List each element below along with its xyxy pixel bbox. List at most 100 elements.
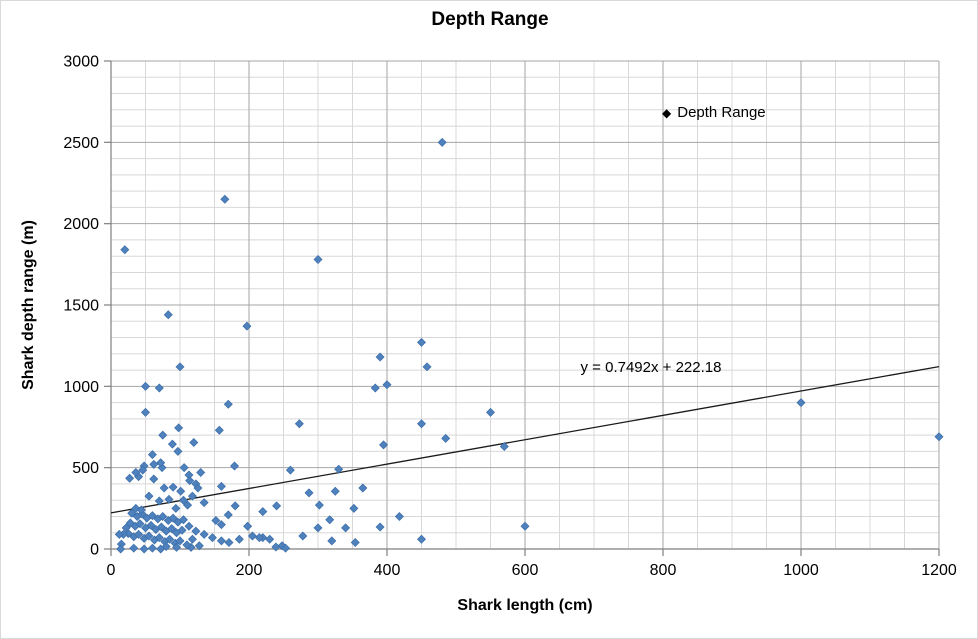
data-point bbox=[520, 521, 530, 531]
data-point bbox=[158, 430, 168, 440]
data-point bbox=[172, 542, 182, 552]
data-point bbox=[375, 352, 385, 362]
data-point bbox=[379, 440, 389, 450]
y-tick-label: 1000 bbox=[63, 379, 99, 396]
data-point bbox=[173, 446, 183, 456]
data-point bbox=[437, 137, 447, 147]
data-point bbox=[156, 522, 166, 532]
data-point bbox=[214, 425, 224, 435]
x-axis-title: Shark length (cm) bbox=[457, 597, 593, 614]
data-point bbox=[417, 419, 426, 429]
data-point bbox=[134, 529, 144, 539]
data-point bbox=[417, 337, 426, 347]
data-point bbox=[327, 536, 337, 546]
y-tick-label: 3000 bbox=[63, 54, 99, 71]
x-tick-label: 600 bbox=[512, 562, 539, 579]
data-point bbox=[294, 419, 304, 429]
trendline bbox=[110, 365, 940, 514]
data-point bbox=[304, 488, 314, 498]
data-point bbox=[114, 529, 124, 539]
data-point bbox=[139, 544, 149, 554]
data-point bbox=[135, 519, 145, 529]
data-point bbox=[265, 534, 275, 544]
data-point bbox=[934, 432, 944, 442]
data-point bbox=[223, 510, 233, 520]
data-point bbox=[285, 465, 295, 475]
data-point bbox=[141, 407, 150, 417]
data-point bbox=[358, 483, 368, 493]
legend-diamond-marker-icon: ◆ bbox=[662, 105, 672, 120]
data-point bbox=[184, 521, 194, 531]
data-point bbox=[796, 398, 806, 408]
data-point bbox=[199, 529, 209, 539]
data-point bbox=[163, 310, 173, 320]
data-point bbox=[129, 543, 139, 553]
data-point bbox=[298, 531, 308, 541]
data-point bbox=[220, 194, 230, 204]
data-point bbox=[156, 458, 166, 468]
tick-labels: 0 200 400 600 800 1000 1200 0 500 1000 1500 2000 250… bbox=[63, 54, 956, 580]
y-axis-title: Shark depth range (m) bbox=[20, 220, 37, 390]
data-point bbox=[131, 468, 141, 478]
data-point bbox=[417, 534, 426, 544]
data-point bbox=[174, 423, 184, 433]
data-point bbox=[382, 380, 392, 390]
data-point bbox=[144, 531, 154, 541]
data-point bbox=[159, 483, 169, 493]
data-point bbox=[164, 494, 174, 504]
data-point bbox=[154, 496, 164, 506]
data-point bbox=[178, 495, 188, 505]
data-point bbox=[486, 407, 495, 417]
data-point bbox=[199, 498, 209, 508]
data-point bbox=[168, 482, 178, 492]
data-point bbox=[271, 542, 281, 552]
chart-title: Depth Range bbox=[431, 9, 549, 30]
data-point bbox=[216, 520, 226, 530]
data-point bbox=[147, 543, 157, 553]
data-point bbox=[334, 464, 344, 474]
data-point bbox=[147, 511, 157, 521]
data-point bbox=[154, 383, 164, 393]
data-point bbox=[177, 525, 187, 535]
data-point bbox=[191, 526, 201, 536]
data-point bbox=[187, 491, 197, 501]
data-point bbox=[168, 513, 178, 523]
x-tick-label: 1000 bbox=[783, 562, 819, 579]
data-point bbox=[325, 515, 335, 525]
data-point bbox=[277, 541, 287, 551]
gridlines bbox=[111, 60, 940, 549]
data-point bbox=[499, 442, 509, 452]
data-point bbox=[187, 534, 197, 544]
data-point bbox=[149, 474, 159, 484]
data-point bbox=[175, 362, 185, 372]
x-tick-label: 1200 bbox=[921, 562, 957, 579]
legend-label: Depth Range bbox=[677, 104, 766, 121]
data-point bbox=[127, 508, 137, 518]
data-point bbox=[330, 486, 340, 496]
data-point bbox=[183, 500, 193, 510]
data-point bbox=[216, 536, 226, 546]
data-point bbox=[167, 524, 177, 534]
data-point bbox=[349, 503, 359, 513]
data-point bbox=[161, 542, 171, 552]
data-point bbox=[230, 501, 240, 511]
data-point bbox=[167, 439, 177, 449]
data-point bbox=[272, 501, 282, 511]
data-point bbox=[350, 537, 360, 547]
data-point bbox=[441, 433, 451, 443]
data-point bbox=[144, 491, 154, 501]
data-point bbox=[171, 503, 181, 513]
axes bbox=[104, 60, 940, 556]
data-point bbox=[149, 459, 159, 469]
data-point bbox=[154, 533, 164, 543]
data-point bbox=[207, 533, 217, 543]
x-tick-label: 200 bbox=[236, 562, 263, 579]
data-point bbox=[125, 473, 135, 483]
x-tick-label: 0 bbox=[107, 562, 116, 579]
data-point bbox=[141, 381, 150, 391]
data-point bbox=[176, 486, 186, 496]
data-point bbox=[230, 461, 240, 471]
data-point bbox=[146, 520, 156, 530]
